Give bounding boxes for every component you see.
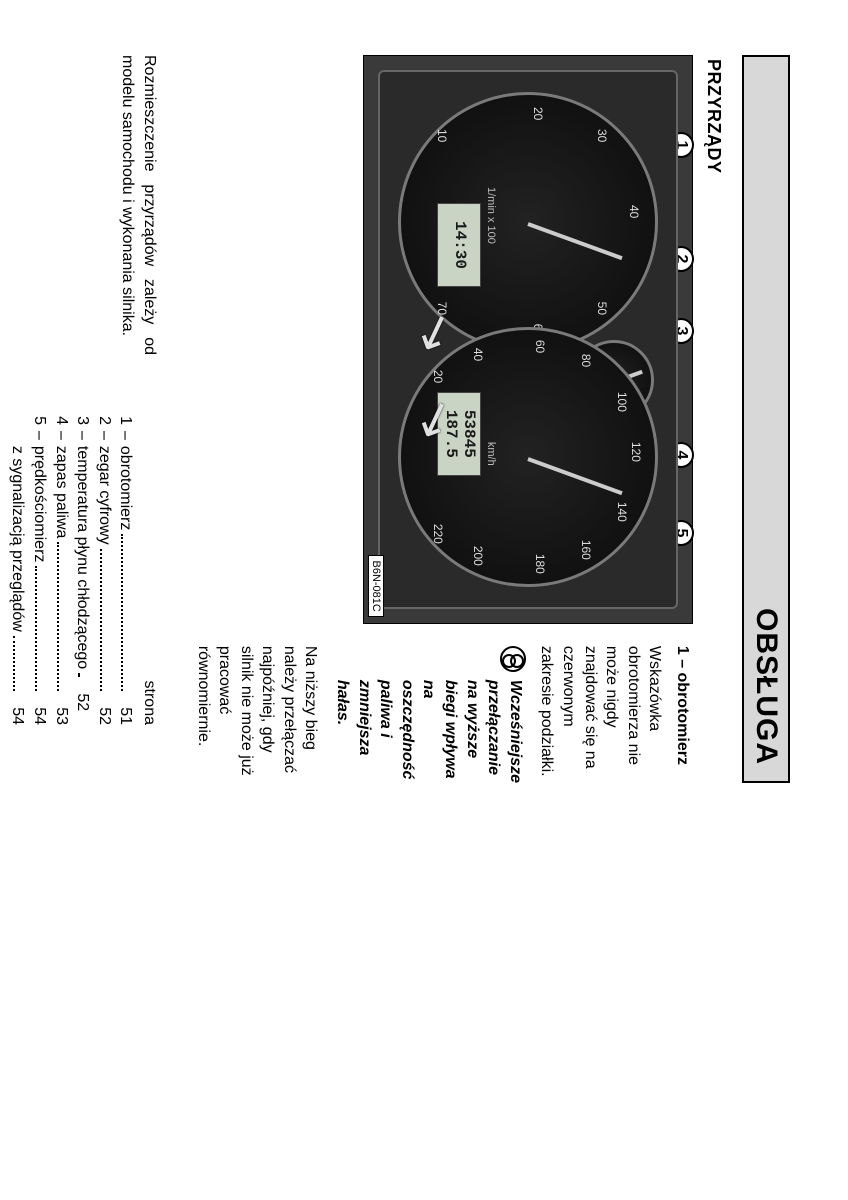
toc-row: 4– zapas paliwa 53	[50, 395, 72, 725]
section-title: PRZYRZĄDY	[703, 59, 724, 783]
speedo-needle	[527, 457, 622, 495]
toc-row: 1– obrotomierz 51	[115, 395, 137, 725]
dash-inner: 10 20 30 40 50 60 70 1/min x 100 14:30	[378, 70, 678, 609]
toc-row: 5– prędkościomierz 54	[28, 395, 50, 725]
manual-page: OBSŁUGA PRZYRZĄDY 1 2 3 4 5 10 20 30 40 …	[0, 55, 790, 783]
tach-needle	[527, 222, 622, 260]
toc-row: 2– zegar cyfrowy 52	[93, 395, 115, 725]
subsection-title: 1 – obrotomierz	[671, 646, 693, 783]
dashboard-image: 1 2 3 4 5 10 20 30 40 50 60 70 1/min x 1…	[363, 55, 693, 624]
bottom-row: Rozmieszczenie przyrządów zależy od mode…	[7, 55, 160, 783]
tip-text: Wcześniejsze przełączanie na wyższe bieg…	[332, 680, 526, 783]
toc: strona 1– obrotomierz 51 2– zegar cyfrow…	[7, 395, 160, 725]
tach-lcd: 14:30	[437, 203, 481, 287]
image-code-tag: B6N-081C	[368, 555, 384, 616]
tach-unit: 1/min x 100	[485, 187, 497, 244]
paragraph: Na niższy bieg należy przełączać najpóźn…	[192, 646, 322, 783]
toc-row: 3– temperatura płynu chłodzącego 52	[72, 395, 94, 725]
speedo-unit: km/h	[485, 442, 497, 466]
header-title: OBSŁUGA	[749, 608, 783, 765]
bottom-note: Rozmieszczenie przyrządów zależy od mode…	[117, 55, 160, 355]
right-column: 1 – obrotomierz Wskazówka obrotomierza n…	[182, 646, 693, 783]
speedometer-dial: 20 40 60 80 100 120 140 160 180 200 220 …	[398, 327, 658, 587]
paragraph: Wskazówka obrotomierza nie może nigdy zn…	[536, 646, 666, 783]
toc-header: strona	[138, 395, 160, 725]
toc-row: – z sygnalizacją przeglądów 54	[7, 395, 29, 725]
flower-icon	[500, 646, 526, 672]
content-row: 1 2 3 4 5 10 20 30 40 50 60 70 1/min x 1…	[182, 55, 693, 783]
tip-line: Wcześniejsze przełączanie na wyższe bieg…	[332, 646, 526, 783]
header-bar: OBSŁUGA	[742, 55, 790, 783]
